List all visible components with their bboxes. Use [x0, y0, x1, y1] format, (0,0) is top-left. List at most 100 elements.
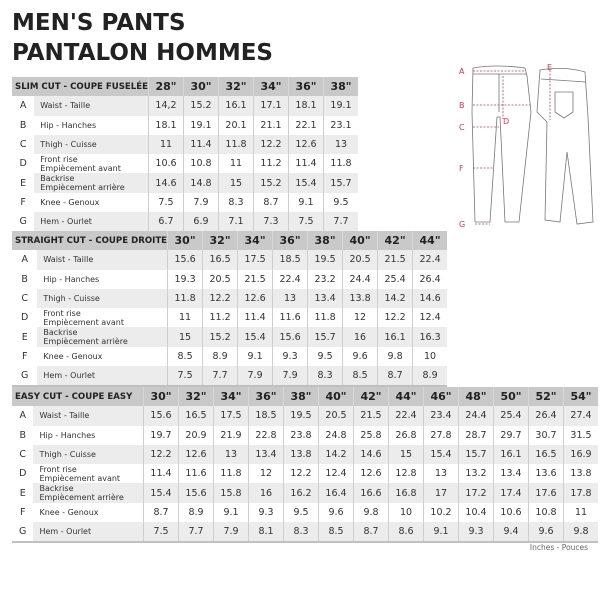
- measurement-value: 8.9: [202, 346, 238, 367]
- table-row: F Knee - Genoux 8.5 8.9 9.1 9.3 9.5 9.6 9.8 10: [12, 346, 448, 367]
- size-header: 46": [423, 387, 459, 407]
- measurement-label: Waist - Taille: [33, 406, 144, 426]
- measurement-value: 18.1: [287, 96, 324, 116]
- table-row: A Waist - Taille 14,2 15.2 16.1 17.1 18.1 19.1: [12, 96, 358, 116]
- measurement-value: 16.4: [318, 483, 354, 503]
- measurement-value: 16.6: [353, 483, 389, 503]
- measurement-value: 16.8: [388, 483, 424, 503]
- measurement-value: 11.6: [178, 464, 214, 484]
- cut-name-header: STRAIGHT CUT - COUPE DROITE: [12, 231, 168, 251]
- measurement-value: 10.8: [182, 154, 219, 174]
- table-row: D Front rise Empiècement avant 11.4 11.6 11.…: [12, 464, 598, 484]
- measurement-value: 8.5: [318, 522, 354, 544]
- measurement-label: Hip - Hanches: [43, 274, 100, 284]
- measurement-value: 8.7: [353, 522, 389, 544]
- measurement-value: 8.3: [307, 366, 343, 388]
- measurement-value: 11: [147, 134, 184, 155]
- measurement-value: 20.9: [178, 425, 214, 445]
- measurement-value: 12.8: [388, 464, 424, 484]
- measurement-value: 15.7: [322, 173, 358, 193]
- size-header: 30": [167, 231, 203, 251]
- table-row: B Hip - Hanches 18.1 19.1 20.1 21.1 22.1 23.1: [12, 115, 358, 135]
- measurement-value: 22.8: [248, 425, 284, 445]
- page-title-english: MEN'S PANTS: [12, 10, 186, 36]
- measurement-value: 12.6: [287, 134, 324, 155]
- cut-name-header: EASY CUT - COUPE EASY: [12, 387, 144, 407]
- measurement-letter: G: [12, 212, 35, 234]
- size-header: 50": [493, 387, 529, 407]
- measurement-value: 10: [388, 502, 424, 523]
- measurement-value: 9.8: [353, 502, 389, 523]
- measurement-value: 26.4: [412, 269, 448, 289]
- measurement-value: 15.6: [178, 483, 214, 503]
- size-header: 52": [528, 387, 564, 407]
- measurement-value: 7.7: [202, 366, 238, 388]
- pants-back-icon: [536, 68, 594, 225]
- measurement-letter: E: [19, 487, 26, 499]
- measurement-value: 11.4: [143, 464, 179, 484]
- measurement-letter: C: [19, 139, 27, 151]
- size-header: 42": [353, 387, 389, 407]
- measurement-value: 14.2: [377, 288, 413, 309]
- measurement-value: 14.6: [147, 173, 184, 193]
- size-header: 34": [213, 387, 249, 407]
- measurement-value: 10.6: [493, 502, 529, 523]
- measurement-label: Thigh - Cuisse: [33, 444, 144, 465]
- measurement-value: 17.8: [563, 483, 598, 503]
- measurement-value: 19.5: [307, 250, 343, 270]
- measurement-value: 11.8: [217, 134, 254, 155]
- diagram-label: E: [547, 63, 552, 72]
- measurement-value: 8.3: [217, 192, 254, 213]
- diagram-label: F: [459, 164, 464, 173]
- size-header: 32": [217, 77, 254, 97]
- measurement-value: 14.6: [412, 288, 448, 309]
- measurement-value: 8.1: [248, 522, 284, 544]
- measurement-value: 16.5: [202, 250, 238, 270]
- measurement-value: 12.4: [318, 464, 354, 484]
- measurement-value: 20.1: [217, 115, 254, 135]
- measurement-value: 8.7: [252, 192, 289, 213]
- measurement-value: 13.4: [307, 288, 343, 309]
- measurement-value: 30.7: [528, 425, 564, 445]
- size-header: 42": [377, 231, 413, 251]
- measurement-value: 7.5: [147, 192, 184, 213]
- diagram-label: G: [459, 220, 465, 229]
- measurement-value: 21.9: [213, 425, 249, 445]
- measurement-label: Waist - Taille: [37, 250, 168, 270]
- measurement-value: 15.4: [237, 327, 273, 347]
- measurement-value: 13: [213, 444, 249, 465]
- measurement-value: 9.8: [377, 346, 413, 367]
- measurement-value: 13.2: [458, 464, 494, 484]
- slim-cut-size-table: SLIM CUT - COUPE FUSELÉE 28" 30" 32" 34" 36" 3…: [12, 77, 358, 234]
- measurement-value: 10.2: [423, 502, 459, 523]
- size-header: 30": [143, 387, 179, 407]
- measurement-value: 31.5: [563, 425, 598, 445]
- measurement-value: 13.4: [493, 464, 529, 484]
- measurement-value: 11: [217, 154, 254, 174]
- measurement-value: 9.8: [563, 522, 598, 544]
- measurement-value: 25.4: [377, 269, 413, 289]
- table-row: F Knee - Genoux 7.5 7.9 8.3 8.7 9.1 9.5: [12, 192, 358, 213]
- measurement-value: 24.4: [458, 406, 494, 426]
- diagram-label: B: [459, 101, 465, 110]
- measurement-value: 7.5: [167, 366, 203, 388]
- measurement-value: 26.8: [388, 425, 424, 445]
- measurement-label: Front rise Empiècement avant: [43, 308, 124, 327]
- measurement-value: 21.5: [377, 250, 413, 270]
- measurement-value: 12: [248, 464, 284, 484]
- pants-measurement-diagram: A B C D E F G: [459, 63, 594, 229]
- cut-name-header: SLIM CUT - COUPE FUSELÉE: [12, 77, 149, 97]
- measurement-value: 13: [423, 464, 459, 484]
- measurement-letter: A: [19, 410, 26, 422]
- measurement-value: 11.4: [237, 308, 273, 328]
- size-header: 36": [248, 387, 284, 407]
- measurement-value: 12.6: [237, 288, 273, 309]
- measurement-value: 9.5: [322, 192, 358, 213]
- measurement-value: 18.1: [147, 115, 184, 135]
- measurement-value: 15: [217, 173, 254, 193]
- measurement-value: 9.3: [248, 502, 284, 523]
- measurement-value: 7.5: [287, 212, 324, 234]
- measurement-value: 15: [167, 327, 203, 347]
- size-header: 30": [182, 77, 219, 97]
- measurement-label: Thigh - Cuisse: [34, 134, 149, 155]
